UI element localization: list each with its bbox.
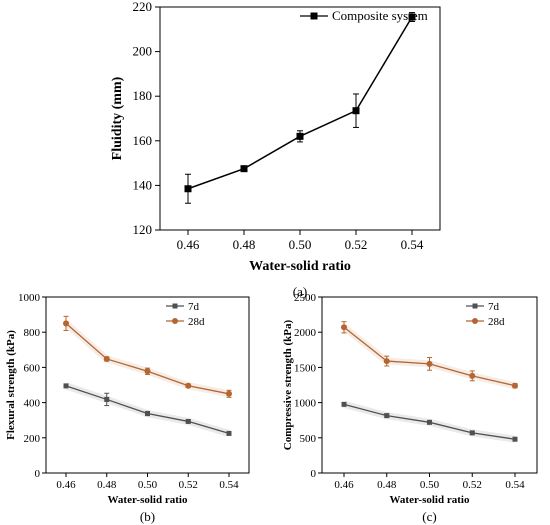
x-tick-label: 0.50 [138, 479, 158, 491]
series-0: 7d [63, 301, 232, 437]
data-point [512, 382, 518, 389]
data-point [144, 368, 151, 375]
x-tick-label: 0.52 [179, 479, 198, 491]
x-tick-label: 0.52 [345, 237, 368, 252]
legend-label: 28d [188, 316, 205, 328]
x-tick-label: 0.50 [420, 479, 440, 491]
x-tick-label: 0.46 [177, 237, 200, 252]
data-point [185, 382, 192, 389]
y-tick-label: 200 [133, 44, 153, 59]
y-tick-label: 2500 [294, 292, 317, 304]
x-tick-label: 0.54 [505, 479, 525, 491]
legend-marker [310, 12, 318, 20]
y-tick-label: 400 [24, 398, 41, 410]
series-band [341, 324, 516, 390]
x-axis-title: Water-solid ratio [108, 494, 188, 506]
x-tick-label: 0.48 [97, 479, 117, 491]
data-point [226, 390, 232, 397]
series-0: Composite system [184, 8, 428, 204]
data-point [104, 396, 110, 402]
y-tick-label: 1500 [294, 362, 317, 374]
y-tick-label: 200 [24, 433, 41, 445]
data-point [469, 430, 475, 436]
panel-caption: (a) [293, 284, 307, 299]
data-point [469, 372, 476, 379]
y-tick-label: 160 [133, 133, 153, 148]
y-tick-label: 140 [133, 177, 153, 192]
data-point [240, 165, 248, 173]
y-axis-title: Flexural strength (kPa) [5, 330, 17, 440]
series-1: 28d [341, 316, 518, 390]
data-point [512, 436, 518, 442]
data-point [384, 413, 390, 419]
data-point [383, 358, 390, 365]
chart-b: 0 200 400 600 800 1000 0.46 0.48 0.50 0.52 0.54 Wat… [5, 292, 250, 524]
legend-marker [172, 303, 178, 309]
x-tick-label: 0.54 [401, 237, 424, 252]
x-tick-label: 0.46 [334, 479, 354, 491]
plot-frame [45, 296, 250, 474]
y-axis-title: Fluidity (mm) [110, 76, 125, 160]
y-tick-label: 120 [133, 222, 153, 237]
x-tick-label: 0.46 [56, 479, 76, 491]
chart-c: 0 500 1000 1500 2000 2500 0.46 0.48 0.50 0.52 0.54… [282, 292, 538, 524]
y-tick-label: 0 [311, 468, 317, 480]
panel-caption: (c) [422, 509, 436, 524]
series-0: 7d [341, 301, 518, 443]
legend-label: Composite system [332, 8, 428, 23]
data-point [184, 185, 192, 193]
data-point [352, 107, 360, 115]
chart-a: 120 140 160 180 200 220 0.46 0.48 0.50 0.52 0.54 Wa… [110, 0, 441, 299]
series-1: 28d [63, 315, 232, 398]
x-axis-title: Water-solid ratio [249, 259, 351, 274]
y-tick-label: 600 [24, 362, 41, 374]
series-line [187, 16, 413, 190]
panel-caption: (b) [140, 509, 155, 524]
y-tick-label: 500 [300, 433, 317, 445]
legend-label: 28d [488, 316, 505, 328]
y-tick-label: 0 [35, 468, 41, 480]
data-point [408, 13, 416, 21]
x-axis-title: Water-solid ratio [390, 494, 470, 506]
series-line [65, 322, 230, 395]
x-tick-label: 0.52 [463, 479, 482, 491]
x-tick-label: 0.48 [377, 479, 397, 491]
x-tick-label: 0.48 [233, 237, 256, 252]
data-point [296, 132, 304, 140]
data-point [145, 411, 150, 417]
y-tick-label: 2000 [294, 327, 317, 339]
y-tick-label: 1000 [294, 398, 317, 410]
legend-marker [472, 303, 478, 309]
data-point [427, 419, 432, 425]
data-point [341, 401, 347, 407]
data-point [63, 320, 69, 327]
y-axis-title: Compressive strength (kPa) [282, 319, 294, 450]
data-point [63, 383, 69, 389]
data-point [185, 418, 191, 424]
data-point [226, 430, 232, 436]
legend-marker [172, 318, 178, 324]
legend-label: 7d [188, 301, 200, 313]
x-tick-label: 0.50 [289, 237, 312, 252]
series-band [63, 320, 230, 398]
y-tick-label: 220 [133, 0, 153, 14]
data-point [426, 360, 433, 367]
x-tick-label: 0.54 [219, 479, 239, 491]
y-tick-label: 800 [24, 327, 41, 339]
data-point [341, 324, 347, 331]
y-tick-label: 180 [133, 88, 153, 103]
legend-marker [472, 318, 478, 324]
y-tick-label: 1000 [18, 292, 41, 304]
data-point [103, 355, 110, 362]
legend-label: 7d [488, 301, 500, 313]
